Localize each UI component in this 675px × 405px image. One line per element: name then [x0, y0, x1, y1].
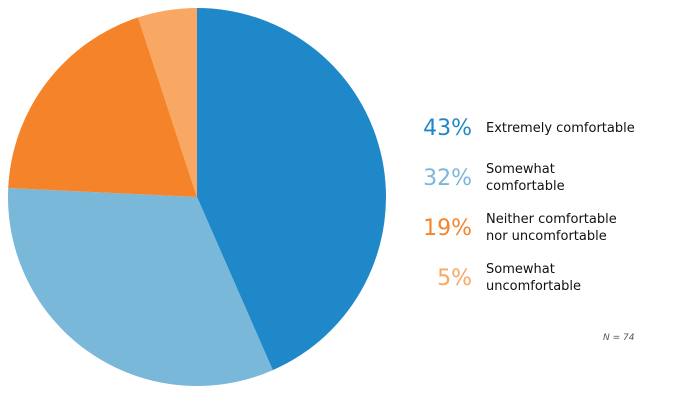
legend-value: 32% [423, 165, 472, 191]
pie-slice [138, 8, 197, 197]
legend-value: 5% [437, 265, 472, 291]
legend-label: Extremely comfortable [486, 120, 635, 136]
sample-note: N = 74 [603, 333, 635, 343]
legend-value: 43% [423, 115, 472, 141]
pie-chart [8, 8, 387, 386]
legend-value: 19% [423, 215, 472, 241]
legend-label: Somewhat comfortable [486, 162, 565, 194]
pie-slice [8, 188, 273, 386]
legend-entry: 19% Neither comfortable nor uncomfortable [400, 208, 636, 248]
pie-slice [8, 17, 197, 198]
legend-entry: 32% Somewhat comfortable [400, 158, 636, 198]
pie-slice [197, 8, 387, 371]
legend-entry: 5% Somewhat uncomfortable [400, 258, 636, 298]
legend-entry: 43% Extremely comfortable [400, 108, 636, 148]
legend-label: Somewhat uncomfortable [486, 262, 582, 294]
legend-label: Neither comfortable nor uncomfortable [486, 212, 617, 244]
